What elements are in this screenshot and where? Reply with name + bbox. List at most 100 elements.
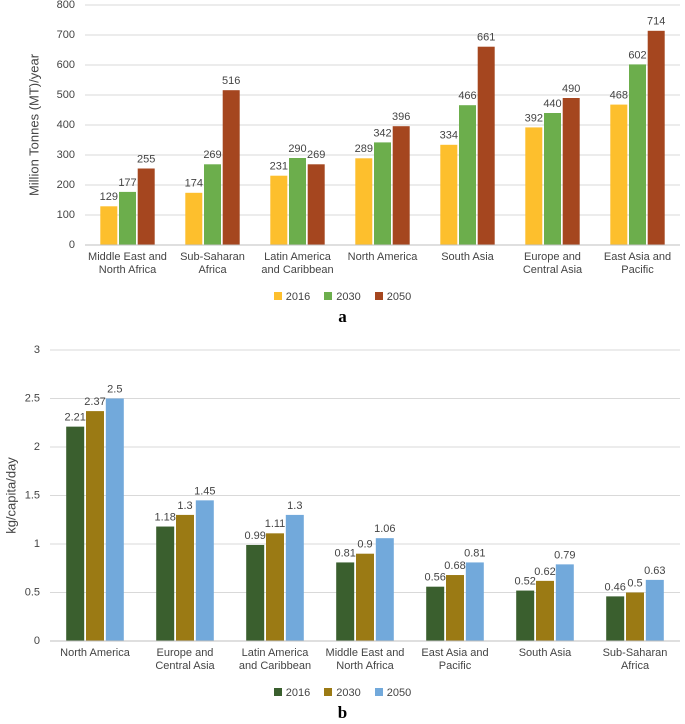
bar bbox=[392, 126, 410, 245]
bar bbox=[204, 164, 221, 245]
bar bbox=[544, 113, 561, 245]
x-tick-label: South Asia bbox=[518, 647, 572, 659]
legend-item: 2050 bbox=[374, 291, 411, 303]
y-tick-label: 1 bbox=[34, 538, 40, 550]
x-tick-label: East Asia and Pacific bbox=[603, 251, 672, 276]
value-label: 290 bbox=[288, 143, 306, 155]
legend-swatch bbox=[324, 292, 333, 300]
x-tick-label: North America bbox=[60, 647, 130, 659]
caption: a bbox=[338, 307, 347, 326]
y-tick-label: 0 bbox=[69, 239, 75, 251]
y-axis-title: kg/capita/day bbox=[3, 457, 18, 534]
value-label: 0.9 bbox=[357, 539, 372, 551]
bar bbox=[86, 411, 104, 641]
value-label: 334 bbox=[440, 130, 458, 142]
value-label: 0.52 bbox=[514, 575, 535, 587]
y-tick-label: 1.5 bbox=[25, 489, 40, 501]
value-label: 177 bbox=[118, 177, 136, 189]
value-label: 174 bbox=[185, 178, 203, 190]
bar bbox=[629, 64, 646, 246]
bar bbox=[459, 105, 476, 245]
bar bbox=[100, 206, 118, 245]
x-tick-label: Latin America and Caribbean bbox=[261, 251, 334, 276]
x-tick-label: Middle East and North Africa bbox=[325, 647, 405, 672]
bar bbox=[426, 586, 445, 641]
bar bbox=[105, 398, 124, 641]
legend-label: 2016 bbox=[285, 687, 311, 699]
y-tick-label: 800 bbox=[57, 0, 75, 11]
legend-item: 2030 bbox=[324, 291, 361, 303]
y-tick-label: 0.5 bbox=[25, 586, 40, 598]
value-label: 516 bbox=[222, 75, 240, 87]
value-label: 1.3 bbox=[177, 500, 192, 512]
y-tick-label: 0 bbox=[34, 635, 40, 647]
legend-swatch bbox=[273, 292, 282, 300]
legend: 2016 2030 2050 bbox=[0, 687, 685, 699]
x-tick-label: South Asia bbox=[441, 251, 494, 263]
value-label: 0.68 bbox=[444, 560, 465, 572]
legend-item: 2016 bbox=[273, 291, 310, 303]
value-label: 2.21 bbox=[64, 412, 85, 424]
x-tick-label: Europe and Central Asia bbox=[155, 647, 215, 672]
value-label: 0.81 bbox=[464, 547, 485, 559]
value-label: 0.63 bbox=[644, 565, 665, 577]
bar bbox=[446, 575, 464, 641]
bar bbox=[222, 90, 240, 245]
x-tick-label: Latin America and Caribbean bbox=[238, 647, 312, 672]
bar bbox=[270, 175, 288, 245]
value-label: 129 bbox=[100, 191, 118, 203]
legend-swatch bbox=[324, 688, 333, 696]
y-tick-label: 400 bbox=[57, 119, 75, 131]
value-label: 1.18 bbox=[154, 511, 175, 523]
bar bbox=[525, 127, 543, 245]
legend-item: 2016 bbox=[273, 687, 311, 699]
bar bbox=[176, 514, 194, 641]
chart-svg: 00.511.522.53kg/capita/day2.212.372.51.1… bbox=[3, 344, 680, 647]
caption: b bbox=[337, 703, 348, 722]
bar bbox=[477, 46, 495, 246]
y-tick-label: 3 bbox=[34, 344, 40, 356]
y-axis-title: Million Tonnes (MT)/year bbox=[26, 53, 41, 196]
bar bbox=[440, 144, 458, 245]
value-label: 1.45 bbox=[194, 485, 215, 497]
x-tick-label: North America bbox=[347, 251, 418, 263]
value-label: 714 bbox=[647, 16, 665, 28]
legend-swatch bbox=[374, 292, 383, 300]
bar bbox=[610, 104, 628, 245]
value-label: 468 bbox=[610, 90, 628, 102]
value-label: 661 bbox=[477, 32, 495, 44]
chart: 0 100 200 300 400 500 600 700 800 Million Tonnes … bbox=[0, 0, 685, 330]
value-label: 0.62 bbox=[534, 566, 555, 578]
bar bbox=[266, 533, 284, 641]
value-label: 392 bbox=[525, 112, 543, 124]
bar bbox=[285, 514, 304, 641]
value-label: 289 bbox=[355, 143, 373, 155]
bar bbox=[555, 564, 574, 641]
x-tick-label: East Asia and Pacific bbox=[421, 647, 489, 672]
value-label: 0.81 bbox=[334, 547, 355, 559]
y-tick-label: 700 bbox=[57, 29, 75, 41]
bar bbox=[516, 590, 535, 641]
y-tick-label: 2.5 bbox=[25, 392, 40, 404]
bar bbox=[336, 562, 355, 641]
value-label: 466 bbox=[458, 90, 476, 102]
value-label: 1.3 bbox=[287, 500, 302, 512]
bar bbox=[66, 426, 85, 641]
bar bbox=[137, 168, 155, 245]
value-label: 231 bbox=[270, 161, 288, 173]
value-label: 396 bbox=[392, 111, 410, 123]
value-label: 0.5 bbox=[627, 577, 642, 589]
bar bbox=[246, 544, 265, 641]
bar bbox=[374, 142, 391, 245]
bar bbox=[355, 158, 373, 245]
value-label: 0.46 bbox=[604, 581, 625, 593]
bar bbox=[536, 580, 554, 641]
value-label: 440 bbox=[543, 98, 561, 110]
value-label: 255 bbox=[137, 153, 155, 165]
x-tick-label: Sub-Saharan Africa bbox=[602, 647, 668, 672]
bar bbox=[195, 500, 214, 641]
chart: 0 0.5 1 1.5 2 2.5 3 kg/capita/day 2.21 2.37 2.5 1.1… bbox=[0, 330, 685, 724]
bar bbox=[307, 164, 325, 245]
bar bbox=[645, 579, 664, 641]
